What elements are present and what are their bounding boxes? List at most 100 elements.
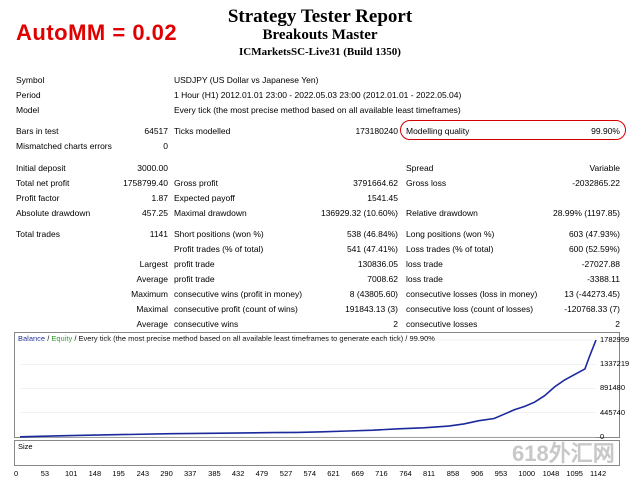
average-label: Average [136, 274, 168, 284]
x-tick-label: 101 [64, 469, 78, 478]
expected-payoff-label: Expected payoff [174, 193, 235, 203]
size-label: Size [18, 442, 33, 451]
avg-consecutive-losses-label: consecutive losses [406, 319, 478, 329]
modelling-quality-value: 99.90% [591, 126, 620, 136]
x-tick-label: 527 [279, 469, 293, 478]
maximal-consecutive-profit-label: consecutive profit (count of wins) [174, 304, 298, 314]
size-panel [14, 440, 620, 466]
y-tick-label: 891480 [600, 383, 626, 393]
automm-label: AutoMM = 0.02 [16, 20, 178, 45]
period-value: 1 Hour (H1) 2012.01.01 23:00 - 2022.05.0… [174, 90, 462, 100]
relative-drawdown-value: 28.99% (1197.85) [553, 208, 620, 218]
maximal-drawdown-label: Maximal drawdown [174, 208, 247, 218]
maximal-label: Maximal [136, 304, 168, 314]
x-tick-label: 290 [160, 469, 173, 478]
avg-consecutive-wins-value: 2 [393, 319, 398, 329]
total-trades-label: Total trades [16, 229, 60, 239]
gross-profit-value: 3791664.62 [353, 178, 398, 188]
largest-loss-label: loss trade [406, 259, 443, 269]
maximum-label: Maximum [131, 289, 168, 299]
modelling-quality-label: Modelling quality [406, 126, 470, 136]
x-tick-label: 1000 [518, 469, 536, 478]
bars-value: 64517 [144, 126, 168, 136]
y-tick-label: 0 [600, 432, 605, 441]
net-profit-value: 1758799.40 [123, 178, 168, 188]
largest-label: Largest [139, 259, 168, 269]
max-consecutive-losses-value: 13 (-44273.45) [564, 289, 620, 299]
balance-line [19, 339, 597, 438]
model-label: Model [16, 105, 40, 115]
x-tick-label: 858 [446, 469, 460, 478]
y-tick-label: 445740 [600, 407, 626, 417]
x-tick-label: 195 [112, 469, 125, 478]
spread-value: Variable [589, 163, 620, 173]
x-tick-label: 432 [231, 469, 245, 478]
average-loss-label: loss trade [406, 274, 443, 284]
ticks-label: Ticks modelled [174, 126, 231, 136]
total-trades-value: 1141 [149, 229, 168, 239]
spread-label: Spread [406, 163, 434, 173]
ea-name: Breakouts Master [262, 27, 378, 43]
loss-trades-value: 600 (52.59%) [568, 244, 620, 254]
symbol-label: Symbol [16, 75, 45, 85]
x-tick-label: 1048 [542, 469, 560, 478]
gross-loss-value: -2032865.22 [572, 178, 620, 188]
x-tick-label: 53 [40, 469, 50, 478]
average-profit-value: 7008.62 [367, 274, 398, 284]
server-build: ICMarketsSC-Live31 (Build 1350) [239, 46, 401, 58]
net-profit-label: Total net profit [16, 178, 70, 188]
chart-header: Balance / Equity / Every tick (the most … [18, 334, 435, 343]
x-tick-label: 337 [183, 469, 197, 478]
x-tick-label: 148 [88, 469, 102, 478]
profit-trades-value: 541 (47.41%) [346, 244, 398, 254]
report-title: Strategy Tester Report [227, 6, 413, 27]
x-tick-label: 1095 [566, 469, 583, 478]
chart-sep: / [45, 334, 52, 343]
x-tick-label: 716 [375, 469, 388, 478]
chart-header-rest: / Every tick (the most precise method ba… [72, 334, 435, 343]
avg-consecutive-losses-value: 2 [615, 319, 620, 329]
profit-factor-value: 1.87 [151, 193, 168, 203]
profit-trades-label: Profit trades (% of total) [174, 244, 264, 254]
x-tick-label: 906 [470, 469, 484, 478]
maximal-drawdown-value: 136929.32 (10.60%) [320, 208, 398, 218]
long-positions-value: 603 (47.93%) [568, 229, 620, 239]
x-tick-label: 243 [136, 469, 150, 478]
profit-factor-label: Profit factor [16, 193, 60, 203]
largest-loss-value: -27027.88 [581, 259, 620, 269]
loss-trades-label: Loss trades (% of total) [406, 244, 494, 254]
x-tick-label: 764 [399, 469, 412, 478]
max-consecutive-wins-value: 8 (43805.60) [349, 289, 398, 299]
x-tick-label: 574 [303, 469, 317, 478]
deposit-label: Initial deposit [16, 163, 66, 173]
absolute-drawdown-value: 457.25 [142, 208, 168, 218]
maximal-consecutive-loss-value: -120768.33 (7) [564, 304, 620, 314]
short-positions-value: 538 (46.84%) [346, 229, 398, 239]
max-consecutive-wins-label: consecutive wins (profit in money) [174, 289, 303, 299]
symbol-value: USDJPY (US Dollar vs Japanese Yen) [174, 75, 319, 85]
average2-label: Average [136, 319, 168, 329]
x-tick-label: 669 [351, 469, 364, 478]
gross-profit-label: Gross profit [174, 178, 218, 188]
absolute-drawdown-label: Absolute drawdown [16, 208, 91, 218]
x-tick-label: 621 [327, 469, 340, 478]
chart-balance-label: Balance [18, 334, 46, 343]
average-loss-value: -3388.11 [587, 274, 620, 284]
largest-profit-label: profit trade [174, 259, 215, 269]
gross-loss-label: Gross loss [406, 178, 447, 188]
watermark: 618外汇网 [512, 441, 615, 466]
x-tick-label: 479 [255, 469, 269, 478]
chart-equity-label: Equity [51, 334, 73, 343]
x-tick-label: 1142 [590, 469, 607, 478]
max-consecutive-losses-label: consecutive losses (loss in money) [406, 289, 538, 299]
relative-drawdown-label: Relative drawdown [406, 208, 478, 218]
largest-profit-value: 130836.05 [357, 259, 398, 269]
balance-chart-panel [14, 332, 620, 438]
y-tick-label: 1337219 [600, 359, 630, 369]
ticks-value: 173180240 [355, 126, 398, 136]
y-tick-label: 1782959 [600, 335, 630, 344]
mismatch-label: Mismatched charts errors [16, 141, 112, 151]
x-tick-label: 0 [14, 469, 19, 478]
bars-label: Bars in test [16, 126, 59, 136]
mismatch-value: 0 [163, 141, 168, 151]
